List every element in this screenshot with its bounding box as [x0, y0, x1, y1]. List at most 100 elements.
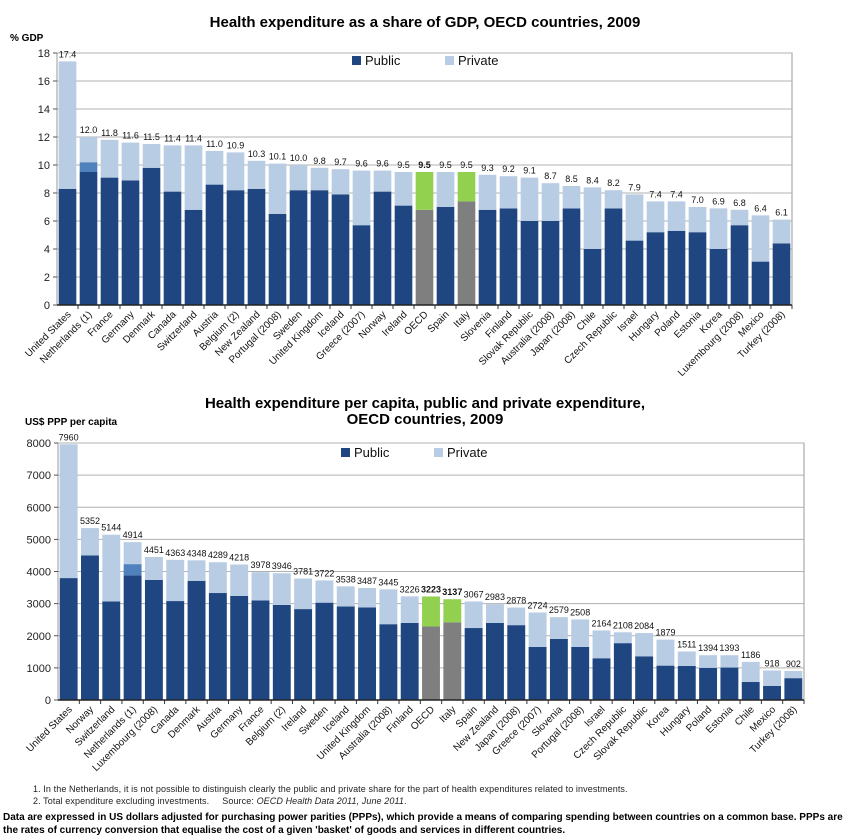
bar-private	[528, 612, 547, 647]
value-label: 9.3	[481, 163, 494, 173]
bar-public	[184, 209, 203, 305]
value-label: 9.7	[334, 157, 347, 167]
value-label: 3781	[293, 567, 313, 577]
value-label: 7.9	[628, 182, 641, 192]
value-label: 12.0	[80, 125, 98, 135]
value-label: 3722	[314, 568, 334, 578]
bar-private	[507, 607, 526, 626]
bar-private	[294, 578, 313, 610]
footnote-2-end: .	[404, 796, 407, 806]
bar-private	[315, 580, 334, 603]
bar-investment	[79, 162, 98, 172]
bar-private	[358, 587, 377, 608]
bar-private	[166, 559, 185, 602]
bar-private	[772, 219, 791, 244]
value-label: 2878	[506, 596, 526, 606]
bar-private	[667, 201, 686, 231]
footer-line-2: the rates of currency conversion that eq…	[3, 825, 566, 836]
bar-public	[457, 201, 476, 305]
bar-public	[272, 604, 291, 700]
value-label: 10.3	[248, 149, 266, 159]
bar-public	[121, 180, 140, 305]
value-label: 7.0	[691, 195, 704, 205]
legend-private-label: Private	[458, 53, 498, 68]
bar-investment	[123, 564, 142, 576]
value-label: 9.8	[313, 156, 326, 166]
bar-public	[562, 208, 581, 305]
y-tick-label: 6	[44, 216, 50, 228]
bar-private	[562, 186, 581, 209]
bar-private	[336, 586, 355, 607]
value-label: 4451	[144, 545, 164, 555]
value-label: 10.0	[290, 153, 308, 163]
bar-public	[507, 625, 526, 700]
bar-public	[358, 607, 377, 700]
bar-public	[464, 628, 483, 700]
bar-public	[478, 209, 497, 305]
value-label: 9.2	[502, 164, 515, 174]
bar-private	[784, 671, 803, 679]
value-label: 5352	[80, 516, 100, 526]
y-tick-label: 0	[45, 695, 51, 707]
bar-private	[436, 172, 455, 207]
y-tick-label: 10	[38, 160, 50, 172]
value-label: 6.8	[733, 198, 746, 208]
bar-private	[123, 542, 142, 565]
legend-private-swatch	[434, 448, 443, 457]
y-tick-label: 14	[38, 104, 50, 116]
y-tick-label: 7000	[27, 470, 51, 482]
bar-private	[751, 215, 770, 262]
bar-private	[541, 183, 560, 221]
value-label: 3226	[400, 584, 420, 594]
bar-public	[310, 190, 329, 305]
bar-public	[58, 188, 77, 305]
bar-public	[373, 191, 392, 305]
value-label: 2164	[591, 618, 611, 628]
bar-private	[422, 596, 440, 627]
bar-public	[443, 622, 462, 700]
bar-public	[485, 622, 504, 700]
bar-public	[709, 249, 728, 305]
bar-private	[310, 167, 329, 191]
bar-public	[625, 240, 644, 305]
y-tick-label: 0	[44, 300, 50, 312]
chart2-ylabel: US$ PPP per capita	[25, 417, 118, 428]
bar-private	[763, 670, 781, 686]
value-label: 2108	[613, 620, 633, 630]
value-label: 9.5	[460, 160, 473, 170]
value-label: 2084	[634, 621, 654, 631]
value-label: 1186	[741, 650, 760, 660]
bar-public	[720, 667, 739, 700]
value-label: 3445	[378, 577, 398, 587]
bar-public	[763, 685, 781, 700]
bar-private	[230, 564, 249, 596]
y-tick-label: 6000	[27, 502, 51, 514]
value-label: 5144	[101, 523, 121, 533]
bar-private	[688, 207, 707, 233]
bar-private	[720, 655, 739, 668]
bar-public	[100, 177, 119, 305]
chart1-title: Health expenditure as a share of GDP, OE…	[209, 14, 641, 31]
footnote-2: 2. Total expenditure excluding investmen…	[33, 796, 407, 806]
y-tick-label: 4	[44, 244, 50, 256]
bar-private	[443, 599, 462, 623]
bar-public	[247, 188, 266, 305]
value-label: 8.5	[565, 174, 578, 184]
bar-private	[677, 651, 696, 666]
bar-public	[289, 190, 308, 305]
value-label: 2508	[570, 607, 590, 617]
footnote-2-text: 2. Total expenditure excluding investmen…	[33, 796, 257, 806]
bar-public	[331, 194, 350, 305]
bar-public	[677, 665, 696, 700]
bar-private	[272, 573, 291, 605]
value-label: 17.4	[59, 49, 77, 59]
value-label: 11.5	[143, 132, 160, 142]
bar-private	[184, 145, 203, 210]
value-label: 3137	[442, 587, 462, 597]
value-label: 3538	[336, 574, 356, 584]
bar-private	[208, 562, 227, 594]
value-label: 4363	[165, 548, 185, 558]
footnote-2-source: OECD Health Data 2011, June 2011	[256, 796, 405, 806]
